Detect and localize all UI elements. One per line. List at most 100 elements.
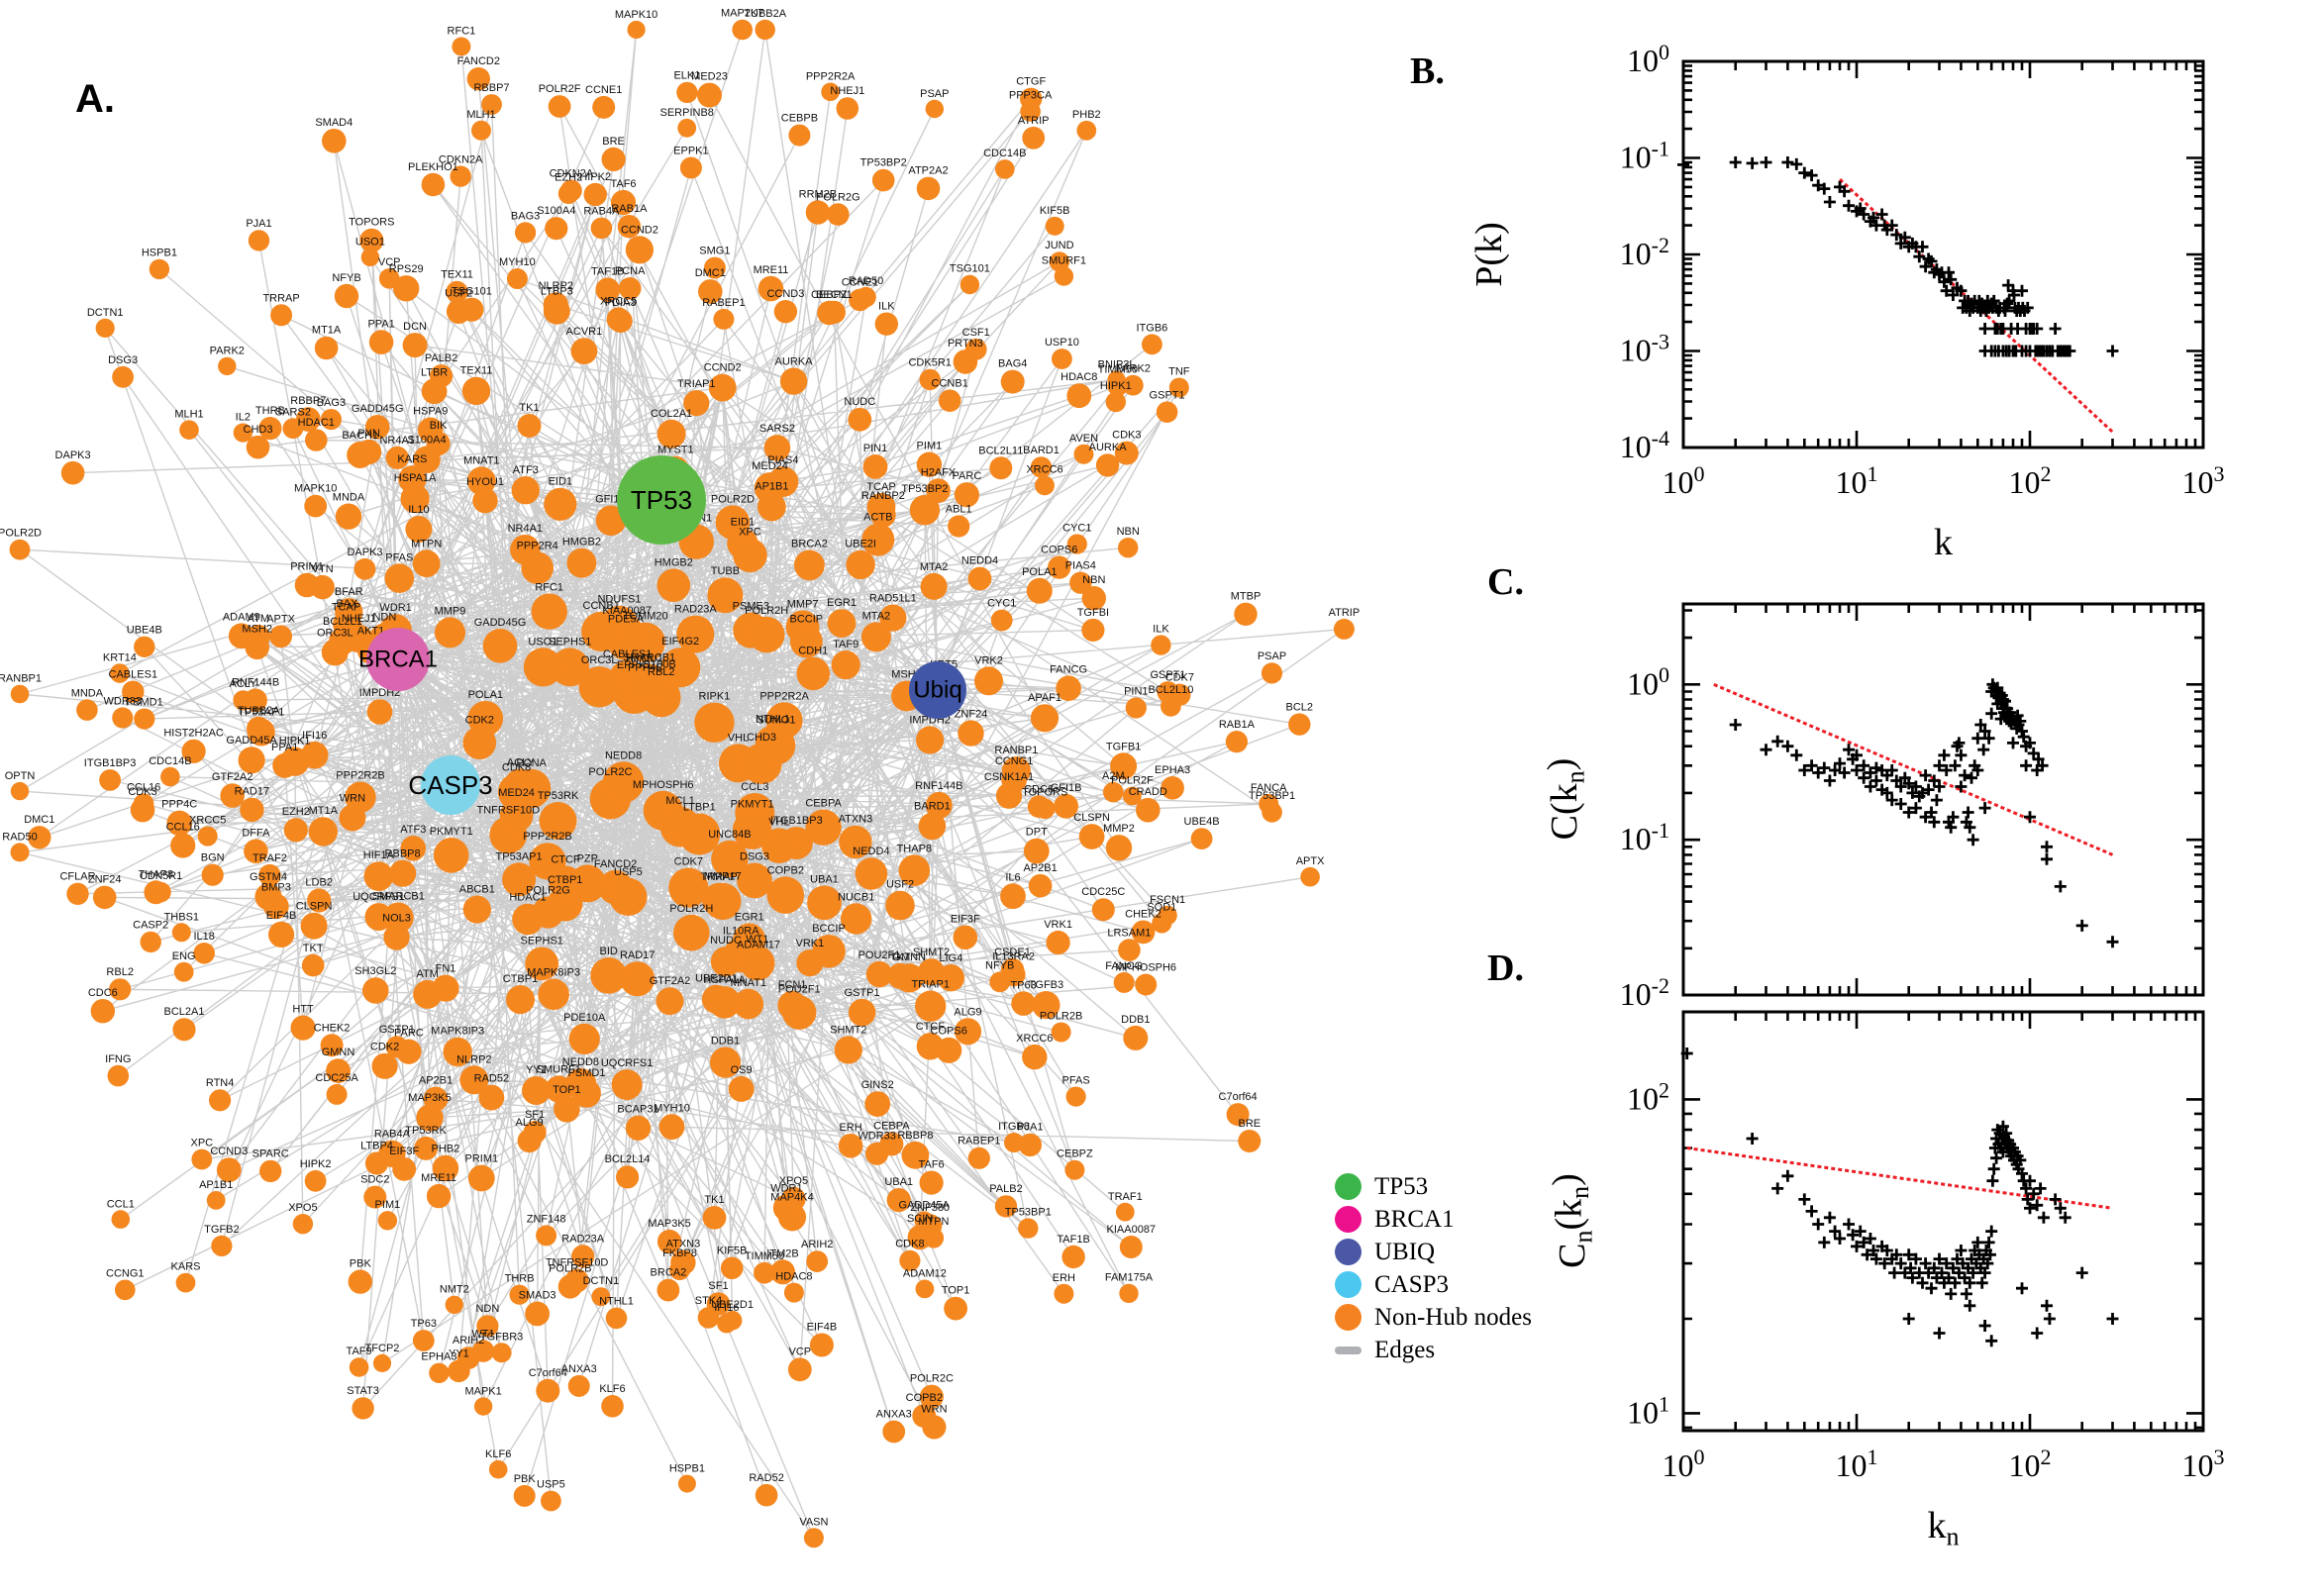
- gene-label: VASN: [799, 1516, 828, 1528]
- gene-label: RPS29: [389, 263, 424, 275]
- hub-label: TP53: [631, 485, 692, 515]
- tick-label: 103: [2182, 461, 2225, 500]
- gene-label: BID: [600, 946, 618, 957]
- gene-label: CSF1: [962, 327, 990, 339]
- gene-label: ATM: [248, 613, 269, 625]
- gene-label: ILK: [1153, 623, 1169, 635]
- gene-label: CDC14B: [983, 148, 1026, 159]
- network-node: [1105, 391, 1127, 413]
- gene-label: ITM2B: [766, 1247, 798, 1259]
- network-node: [1011, 991, 1036, 1016]
- gene-label: THBS1: [164, 911, 199, 923]
- network-node: [446, 299, 471, 325]
- plot-frame: [1681, 1010, 2205, 1433]
- network-node: [578, 666, 620, 708]
- network-node: [107, 1064, 130, 1087]
- gene-label: DSG3: [108, 354, 138, 366]
- gene-label: FANCG: [1050, 663, 1087, 675]
- gene-label: HIST2H2AC: [163, 728, 224, 740]
- gene-label: IMPDH2: [359, 687, 401, 699]
- network-node: [99, 769, 121, 791]
- network-node: [525, 947, 559, 981]
- network-node: [112, 707, 134, 729]
- network-node: [1026, 577, 1053, 604]
- network-node: [466, 466, 496, 496]
- gene-label: PRIM1: [290, 561, 324, 573]
- gene-label: TEX11: [460, 365, 493, 377]
- gene-label: GSPT1: [1150, 669, 1185, 681]
- network-node: [901, 1141, 930, 1169]
- network-node: [673, 914, 710, 951]
- scatter-plots: 100 101 102 10310010-110-210-310-4kP(k)1001…: [1468, 40, 2225, 1550]
- gene-label: MAPK10: [294, 483, 337, 495]
- gene-label: MED24: [498, 787, 535, 799]
- gene-label: EGR1: [827, 597, 857, 609]
- network-node: [1018, 1218, 1039, 1239]
- gene-label: PKMYT1: [731, 799, 774, 811]
- gene-label: SCIN: [907, 1213, 933, 1225]
- network-node: [836, 97, 859, 120]
- network-node: [679, 156, 702, 179]
- network-node: [1105, 835, 1133, 861]
- network-node: [1262, 802, 1282, 823]
- gene-label: NLRP2: [456, 1053, 491, 1065]
- gene-label: EZH2: [282, 806, 310, 818]
- network-node: [862, 454, 888, 479]
- network-node: [362, 977, 389, 1004]
- legend-item-non-hub: Non-Hub nodes: [1335, 1301, 1532, 1334]
- network-node: [467, 1164, 495, 1192]
- network-node: [1035, 475, 1055, 496]
- gene-label: SMG1: [699, 246, 730, 257]
- network-node: [763, 435, 791, 461]
- network-node: [166, 810, 192, 837]
- gene-label: LDB2: [305, 877, 333, 889]
- network-node: [711, 840, 749, 878]
- network-node: [335, 503, 362, 530]
- network-node: [405, 516, 433, 543]
- gene-label: RBL2: [106, 966, 134, 978]
- network-node: [1030, 704, 1060, 733]
- gene-label: CCNG1: [995, 755, 1034, 767]
- gene-label: MMP17: [704, 871, 742, 883]
- network-node: [175, 1272, 196, 1293]
- network-node: [1135, 973, 1158, 996]
- network-node: [269, 625, 292, 648]
- tick-label: 101: [1836, 461, 1878, 500]
- network-node: [240, 797, 264, 823]
- gene-label: TP53BP2: [901, 483, 948, 495]
- gene-label: TP53BP1: [1005, 1206, 1052, 1218]
- gene-label: HSPB1: [142, 248, 177, 259]
- node-swatch-icon: [1335, 1239, 1362, 1265]
- network-node: [861, 523, 895, 556]
- network-node: [10, 781, 30, 801]
- gene-label: RAD17: [620, 949, 655, 961]
- gene-label: SF1: [525, 1109, 545, 1121]
- gene-label: ADAM9: [223, 611, 260, 623]
- network-node: [860, 622, 891, 652]
- network-node: [216, 1157, 242, 1182]
- network-node: [787, 1357, 812, 1382]
- gene-label: ANXA3: [876, 1409, 912, 1421]
- gene-label: BCCIP: [789, 614, 823, 626]
- gene-label: SEPHS1: [549, 637, 591, 648]
- network-node: [601, 147, 626, 171]
- network-node: [60, 460, 85, 485]
- network-node: [581, 611, 622, 652]
- network-node: [515, 222, 537, 244]
- scatter-points: [1680, 1047, 2119, 1347]
- network-node: [304, 494, 328, 518]
- network-node: [601, 1395, 624, 1418]
- gene-label: LTBR: [421, 366, 448, 378]
- network-node: [989, 456, 1013, 480]
- gene-label: BCAP31: [617, 1104, 658, 1116]
- gene-label: TEX11: [441, 269, 473, 281]
- tick-label: 101: [1627, 1391, 1669, 1430]
- network-node: [995, 159, 1015, 179]
- y-axis-label: P(k): [1468, 222, 1510, 286]
- network-node: [625, 236, 655, 264]
- gene-label: PLEKHO1: [408, 161, 458, 173]
- gene-label: KLF6: [485, 1448, 511, 1460]
- gene-label: BAG4: [998, 358, 1027, 370]
- axis-tick-labels: 100 101 102 103 100 10-1 10-2 10-3 10-4: [1620, 40, 2225, 500]
- network-node: [366, 699, 393, 725]
